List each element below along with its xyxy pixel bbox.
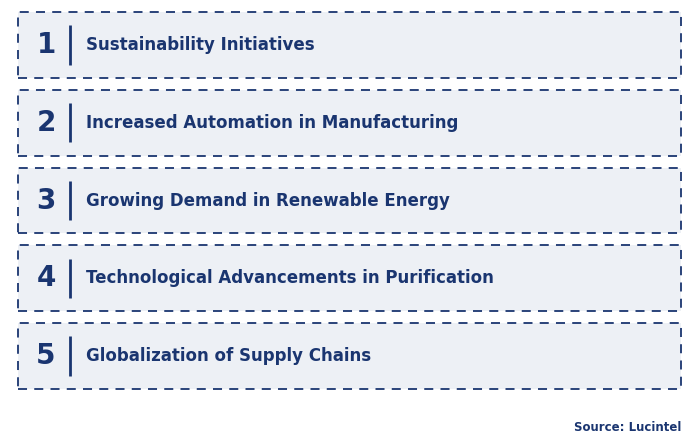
Text: Technological Advancements in Purification: Technological Advancements in Purificati… [86,270,494,287]
Text: Globalization of Supply Chains: Globalization of Supply Chains [86,347,371,365]
Text: 3: 3 [36,186,56,214]
Text: 4: 4 [36,264,56,292]
Bar [18,90,681,155]
Text: Increased Automation in Manufacturing: Increased Automation in Manufacturing [86,114,459,132]
Bar [18,323,681,389]
Text: 2: 2 [36,109,56,137]
Text: 5: 5 [36,342,56,370]
Text: Sustainability Initiatives: Sustainability Initiatives [86,36,315,54]
Text: Growing Demand in Renewable Energy: Growing Demand in Renewable Energy [86,191,450,210]
Text: 1: 1 [36,31,56,59]
Bar [18,12,681,78]
Text: Source: Lucintel: Source: Lucintel [574,421,681,434]
Bar [18,246,681,311]
Bar [18,167,681,234]
